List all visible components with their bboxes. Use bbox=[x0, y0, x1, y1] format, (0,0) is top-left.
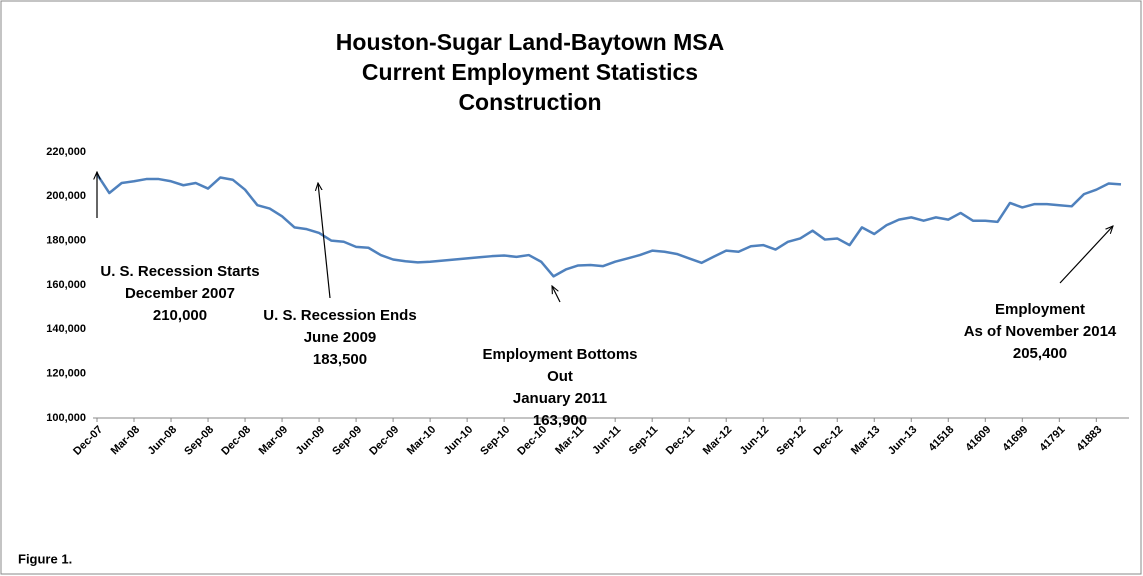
annotation-arrow bbox=[1059, 226, 1113, 284]
y-tick-label: 140,000 bbox=[46, 323, 86, 335]
caption: Figure 1. bbox=[18, 551, 72, 566]
chart-title: Current Employment Statistics bbox=[362, 59, 698, 85]
annotation: Employment bbox=[995, 301, 1085, 318]
chart-title: Houston-Sugar Land-Baytown MSA bbox=[336, 29, 724, 55]
series-line bbox=[95, 173, 1122, 278]
annotation: June 2009 bbox=[304, 329, 377, 346]
annotation-arrow bbox=[318, 183, 331, 299]
chart-title: Construction bbox=[458, 89, 601, 115]
annotation: January 2011 bbox=[513, 390, 607, 407]
annotation-arrow bbox=[552, 286, 561, 303]
annotation: U. S. Recession Starts bbox=[100, 263, 259, 280]
annotation: 163,900 bbox=[533, 412, 587, 429]
y-tick-label: 180,000 bbox=[46, 235, 86, 247]
annotation: 183,500 bbox=[313, 351, 367, 368]
annotation: U. S. Recession Ends bbox=[263, 307, 416, 324]
annotation: Employment Bottoms bbox=[482, 346, 637, 363]
y-tick-label: 160,000 bbox=[46, 279, 86, 291]
annotation: December 2007 bbox=[125, 285, 235, 302]
y-tick-label: 220,000 bbox=[46, 146, 86, 158]
y-tick-label: 200,000 bbox=[46, 190, 86, 202]
annotation: As of November 2014 bbox=[964, 323, 1117, 340]
annotation: 210,000 bbox=[153, 307, 207, 324]
y-tick-label: 100,000 bbox=[46, 412, 86, 424]
annotation: Out bbox=[547, 368, 573, 385]
y-tick-label: 120,000 bbox=[46, 368, 86, 380]
annotation: 205,400 bbox=[1013, 345, 1067, 362]
